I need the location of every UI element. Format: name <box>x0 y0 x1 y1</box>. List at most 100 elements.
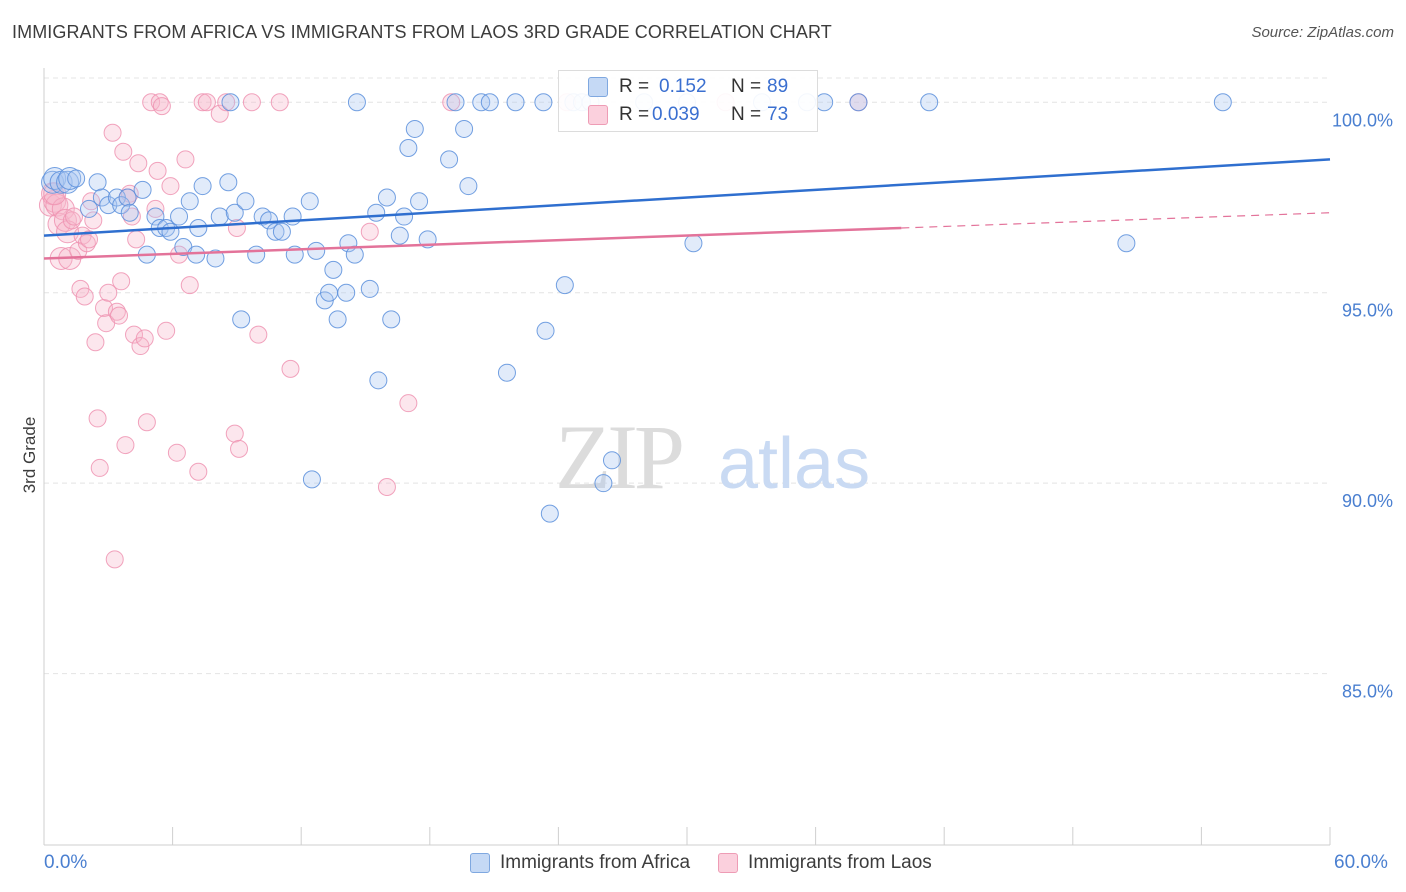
africa-point <box>395 207 414 226</box>
stats-row-laos: R = 0.039 N = 73 <box>559 101 817 129</box>
laos-point <box>103 123 122 142</box>
x-tick-label-min: 0.0% <box>44 852 88 873</box>
stats-legend: R = 0.152 N = 89 R = 0.039 N = 73 <box>558 70 818 132</box>
africa-point <box>405 119 424 138</box>
laos-point <box>242 93 261 112</box>
n-label: N = <box>731 76 762 97</box>
laos-point <box>53 208 77 232</box>
laos-point <box>217 93 236 112</box>
africa-point <box>58 166 82 190</box>
africa-point <box>206 249 225 268</box>
laos-point <box>442 93 461 112</box>
africa-point <box>399 138 418 157</box>
africa-point <box>266 222 285 241</box>
africa-point <box>210 207 229 226</box>
africa-point <box>506 93 525 112</box>
trend-lines <box>43 158 1331 260</box>
africa-points <box>41 93 1232 523</box>
stats-row-africa: R = 0.152 N = 89 <box>559 73 817 101</box>
africa-point <box>146 207 165 226</box>
africa-point <box>260 211 279 230</box>
africa-point <box>120 203 139 222</box>
africa-point <box>920 93 939 112</box>
africa-point <box>247 245 266 264</box>
laos-point <box>189 462 208 481</box>
source-credit: Source: ZipAtlas.com <box>1251 24 1394 41</box>
legend-item-africa[interactable]: Immigrants from Africa <box>470 852 690 874</box>
laos-point <box>114 142 133 161</box>
n-value: 73 <box>767 104 789 125</box>
africa-point <box>440 150 459 169</box>
laos-point <box>281 359 300 378</box>
x-tick-label-max: 60.0% <box>1334 852 1388 873</box>
africa-point <box>345 245 364 264</box>
africa-point <box>187 245 206 264</box>
laos-point <box>230 439 249 458</box>
africa-point <box>347 93 366 112</box>
africa-point <box>360 279 379 298</box>
africa-point <box>480 93 499 112</box>
laos-point <box>99 283 118 302</box>
watermark: ZIP atlas <box>555 406 870 508</box>
legend-item-laos[interactable]: Immigrants from Laos <box>718 852 932 874</box>
africa-point <box>377 188 396 207</box>
laos-point <box>135 329 154 348</box>
africa-point <box>446 93 465 112</box>
africa-point <box>1213 93 1232 112</box>
n-label: N = <box>731 104 762 125</box>
y-axis-label: 3rd Grade <box>20 416 39 494</box>
africa-point <box>118 188 137 207</box>
laos-point <box>377 477 396 496</box>
laos-point <box>105 550 124 569</box>
africa-point <box>555 276 574 295</box>
laos-point <box>86 333 105 352</box>
africa-point <box>67 169 86 188</box>
laos-point <box>360 222 379 241</box>
y-tick-label: 85.0% <box>1342 682 1393 702</box>
africa-point <box>459 177 478 196</box>
africa-point <box>193 177 212 196</box>
africa-point <box>534 93 553 112</box>
laos-point <box>112 272 131 291</box>
laos-swatch <box>718 853 739 873</box>
grid-layer <box>44 77 1330 675</box>
laos-point <box>167 443 186 462</box>
laos-point <box>88 409 107 428</box>
africa-point <box>410 192 429 211</box>
laos-point <box>137 413 156 432</box>
africa-point <box>324 260 343 279</box>
n-value: 89 <box>767 76 789 97</box>
r-value: 0.152 <box>659 76 707 97</box>
africa-point <box>497 363 516 382</box>
laos-point <box>65 207 84 226</box>
africa-point <box>684 234 703 253</box>
y-tick-label: 100.0% <box>1332 110 1393 130</box>
laos-point <box>146 199 165 218</box>
laos-trend-extension <box>901 212 1331 229</box>
africa-point <box>367 203 386 222</box>
africa-point <box>300 192 319 211</box>
laos-point <box>249 325 268 344</box>
laos-point <box>80 230 99 249</box>
africa-point <box>536 321 555 340</box>
africa-point <box>307 241 326 260</box>
africa-point <box>221 93 240 112</box>
africa-point <box>161 222 180 241</box>
africa-point <box>80 199 99 218</box>
laos-point <box>161 177 180 196</box>
legend-label-laos: Immigrants from Laos <box>748 852 932 873</box>
laos-point <box>129 154 148 173</box>
laos-point <box>157 321 176 340</box>
laos-point <box>82 192 101 211</box>
laos-point <box>110 306 129 325</box>
r-label: R = <box>619 76 650 97</box>
laos-point <box>152 97 171 116</box>
laos-point <box>56 220 80 244</box>
africa-point <box>219 173 238 192</box>
africa-point <box>236 192 255 211</box>
laos-point <box>127 230 146 249</box>
africa-trend-line <box>43 158 1331 237</box>
africa-point <box>382 310 401 329</box>
africa-point <box>88 173 107 192</box>
legend-label-africa: Immigrants from Africa <box>500 852 691 873</box>
